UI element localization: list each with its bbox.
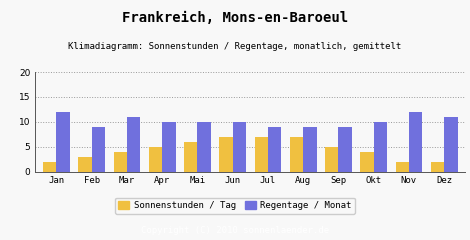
Bar: [409, 112, 423, 172]
Bar: [127, 117, 141, 172]
Bar: [360, 152, 374, 172]
Bar: [374, 122, 387, 172]
Bar: [43, 162, 56, 172]
Bar: [197, 122, 211, 172]
Text: Copyright (C) 2010 sonnenlaender.de: Copyright (C) 2010 sonnenlaender.de: [141, 226, 329, 235]
Bar: [303, 127, 317, 172]
Bar: [149, 147, 162, 172]
Bar: [431, 162, 444, 172]
Bar: [219, 137, 233, 172]
Bar: [338, 127, 352, 172]
Bar: [444, 117, 458, 172]
Bar: [290, 137, 303, 172]
Bar: [268, 127, 282, 172]
Bar: [325, 147, 338, 172]
Text: Frankreich, Mons-en-Baroeul: Frankreich, Mons-en-Baroeul: [122, 11, 348, 25]
Bar: [114, 152, 127, 172]
Bar: [56, 112, 70, 172]
Text: Klimadiagramm: Sonnenstunden / Regentage, monatlich, gemittelt: Klimadiagramm: Sonnenstunden / Regentage…: [68, 42, 402, 51]
Bar: [255, 137, 268, 172]
Bar: [162, 122, 176, 172]
Bar: [233, 122, 246, 172]
Bar: [184, 142, 197, 172]
Bar: [396, 162, 409, 172]
Bar: [78, 157, 92, 172]
Bar: [92, 127, 105, 172]
Legend: Sonnenstunden / Tag, Regentage / Monat: Sonnenstunden / Tag, Regentage / Monat: [115, 198, 355, 214]
